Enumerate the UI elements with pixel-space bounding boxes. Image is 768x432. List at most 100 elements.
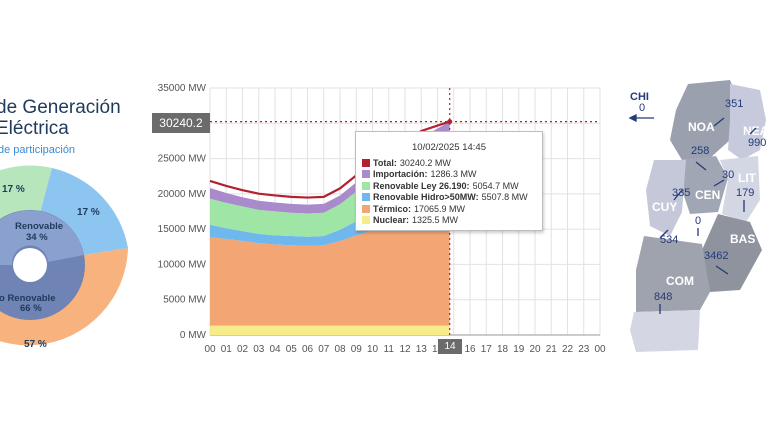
tooltip-swatch <box>362 204 370 213</box>
arrow-icon <box>713 179 725 187</box>
region-south[interactable] <box>630 310 700 352</box>
inner-norenovable-label: o Renovable <box>0 293 56 304</box>
tooltip-label: Renovable Ley 26.190: <box>373 180 470 191</box>
x-tick-label: 17 <box>481 344 493 355</box>
x-tick-label: 03 <box>253 344 265 355</box>
donut-hole <box>13 248 47 282</box>
x-tick-label: 12 <box>399 344 411 355</box>
area-series-nuclear[interactable] <box>210 325 450 335</box>
region-cuy[interactable] <box>646 160 686 236</box>
tooltip-label: Renovable Hidro>50MW: <box>373 192 479 203</box>
panel-title: de Generación Eléctrica <box>0 97 121 139</box>
tooltip-label: Importación: <box>373 169 428 180</box>
x-tick-label: 22 <box>562 344 574 355</box>
flow-arrows <box>628 113 757 314</box>
flow-value-lit-bas: 179 <box>736 187 754 199</box>
region-label-lit: LIT <box>738 171 757 185</box>
x-axis-ticks: 0001020304050607080910111213141516171819… <box>204 344 606 355</box>
x-tick-label: 11 <box>384 344 395 355</box>
tooltip-swatch <box>362 170 370 179</box>
tooltip-label: Térmico: <box>373 203 412 214</box>
region-label-cuy: CUY <box>652 200 677 214</box>
y-tick-label: 20000 MW <box>158 189 207 200</box>
crosshair <box>210 88 600 335</box>
donut-segment-hidro[interactable] <box>40 168 128 255</box>
flow-value-noa-cen: 258 <box>691 145 709 157</box>
donut-segment-renovable-ley[interactable] <box>0 165 52 265</box>
tooltip-row-renovable-ley: Renovable Ley 26.190: 5054.7 MW <box>362 180 536 192</box>
tooltip-swatch <box>362 158 370 167</box>
x-tick-label: 08 <box>334 344 346 355</box>
arrow-icon <box>673 189 683 201</box>
area-series-t-rmico[interactable] <box>210 205 450 326</box>
donut-inner-renovable[interactable] <box>0 210 84 265</box>
share-donut-chart: 17 % 17 % 57 % Renovable 34 % o Renovabl… <box>0 165 128 350</box>
region-cen[interactable] <box>682 156 728 214</box>
x-tick-label: 05 <box>286 344 298 355</box>
x-tick-label: 19 <box>513 344 525 355</box>
arrow-icon <box>713 117 725 127</box>
tooltip-value: 17065.9 MW <box>414 203 466 214</box>
region-nea[interactable] <box>728 84 766 160</box>
pct-label-top: 17 % <box>2 184 25 195</box>
y-tick-label: 10000 MW <box>158 259 207 270</box>
region-label-nea: NEA <box>743 124 768 138</box>
crosshair-point <box>447 119 453 125</box>
y-tick-label: 15000 MW <box>158 224 207 235</box>
x-tick-label: 06 <box>302 344 314 355</box>
region-label-com: COM <box>666 274 694 288</box>
crosshair-value-label: 30240.2 <box>152 113 210 133</box>
tooltip-label: Nuclear: <box>373 215 410 226</box>
flow-value-cuy-com: 534 <box>660 234 678 246</box>
x-tick-label: 02 <box>237 344 249 355</box>
tooltip-value: 1325.5 MW <box>412 215 459 226</box>
x-tick-label: 04 <box>269 344 281 355</box>
tooltip-value: 1286.3 MW <box>430 169 477 180</box>
inner-renovable-pct: 34 % <box>26 232 48 243</box>
flow-value-cuy-cen: 335 <box>672 187 690 199</box>
x-tick-label: 09 <box>351 344 363 355</box>
chile-label: CHI <box>630 91 649 103</box>
arrow-head-icon <box>628 113 637 123</box>
x-tick-label: 16 <box>464 344 476 355</box>
region-noa[interactable] <box>670 80 738 160</box>
flow-value-cen-lit: 30 <box>722 169 734 181</box>
donut-segment-termico[interactable] <box>0 248 128 346</box>
tooltip-value: 5507.8 MW <box>481 192 528 203</box>
y-tick-label: 35000 MW <box>158 83 207 94</box>
x-tick-label: 21 <box>546 344 558 355</box>
pct-label-bottom: 57 % <box>24 339 47 350</box>
arrow-icon <box>695 161 707 171</box>
tooltip-label: Total: <box>373 157 397 168</box>
region-lit[interactable] <box>720 156 760 222</box>
region-com[interactable] <box>636 236 710 312</box>
y-tick-label: 5000 MW <box>163 295 206 306</box>
tooltip-value: 5054.7 MW <box>472 180 519 191</box>
panel-title-line1: de Generación <box>0 97 121 118</box>
tooltip-row-termico: Térmico: 17065.9 MW <box>362 203 536 215</box>
regional-flow-map: NOA NEA CEN LIT CUY BAS COM CHI 0 351 99… <box>628 80 768 352</box>
x-tick-label: 00 <box>204 344 216 355</box>
tooltip-row-hidro: Renovable Hidro>50MW: 5507.8 MW <box>362 192 536 204</box>
tooltip-row-importacion: Importación: 1286.3 MW <box>362 169 536 181</box>
inner-norenovable-pct: 66 % <box>20 303 42 314</box>
x-tick-label: 10 <box>367 344 379 355</box>
tooltip-row-nuclear: Nuclear: 1325.5 MW <box>362 215 536 227</box>
arrow-icon <box>715 265 729 275</box>
arrow-icon <box>659 229 669 239</box>
inner-renovable-label: Renovable <box>15 221 63 232</box>
area-series-importaci-n[interactable] <box>210 121 450 214</box>
pct-label-right: 17 % <box>77 207 100 218</box>
panel-title-line2: Eléctrica <box>0 118 69 139</box>
tooltip-swatch <box>362 216 370 225</box>
arrow-icon <box>749 127 757 135</box>
crosshair-hour-label: 14 <box>438 339 462 354</box>
region-label-noa: NOA <box>688 120 715 134</box>
panel-subtitle: de participación <box>0 144 76 156</box>
flow-value-com-bas: 3462 <box>704 250 728 262</box>
x-tick-label: 13 <box>416 344 428 355</box>
tooltip-swatch <box>362 193 370 202</box>
y-tick-label: 25000 MW <box>158 154 207 165</box>
x-tick-label: 18 <box>497 344 509 355</box>
region-bas[interactable] <box>702 214 762 292</box>
